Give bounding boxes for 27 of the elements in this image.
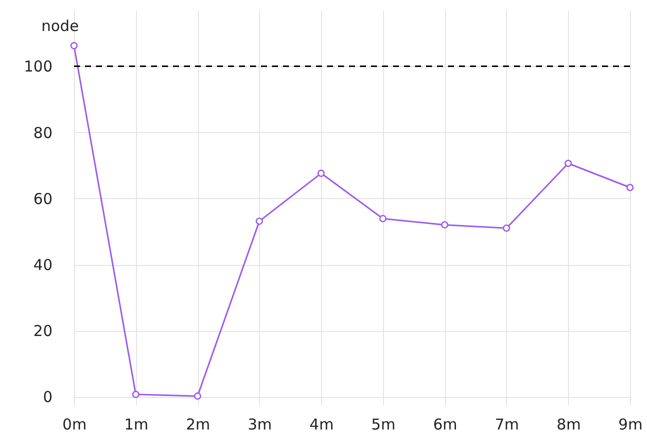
y-tick-label: 80 <box>33 124 52 142</box>
x-tick-label: 4m <box>310 416 334 434</box>
x-tick-label: 2m <box>186 416 210 434</box>
point <box>70 42 78 50</box>
x-tick-label: 8m <box>556 416 581 434</box>
point <box>441 221 448 228</box>
point <box>626 184 634 192</box>
point <box>194 392 202 400</box>
x-tick-label: 5m <box>371 416 396 434</box>
point <box>317 170 325 177</box>
x-tick-label: 6m <box>433 416 458 434</box>
y-tick-label: 100 <box>24 58 52 76</box>
x-tick-label: 0m <box>62 416 87 434</box>
y-tick-label: 20 <box>33 322 52 340</box>
x-tick-label: 7m <box>494 416 520 434</box>
point <box>256 218 263 225</box>
point <box>132 390 140 398</box>
point <box>379 214 387 222</box>
point <box>564 160 572 168</box>
x-tick-label: 1m <box>124 416 148 434</box>
x-tick-label: 9m <box>618 416 643 434</box>
y-tick-label: 60 <box>33 190 52 208</box>
text: node <box>41 17 79 35</box>
point <box>502 224 510 232</box>
y-tick-label: 40 <box>33 256 52 274</box>
y-tick-label: 0 <box>42 388 52 406</box>
x-tick-label: 3m <box>248 416 272 434</box>
